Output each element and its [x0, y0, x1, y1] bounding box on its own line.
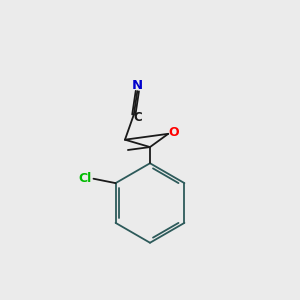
Text: Cl: Cl [78, 172, 91, 185]
Text: N: N [132, 79, 143, 92]
Text: O: O [168, 126, 179, 139]
Text: C: C [133, 110, 142, 124]
